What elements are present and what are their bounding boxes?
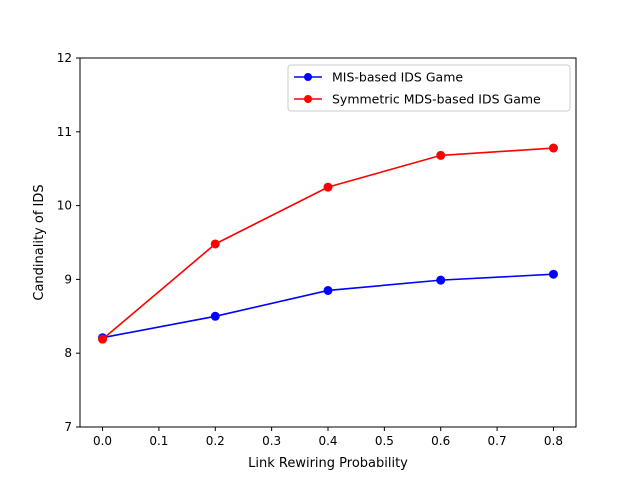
legend-box	[287, 64, 571, 112]
data-point	[436, 150, 446, 160]
data-point	[98, 334, 108, 344]
x-tick-label: 0.1	[149, 434, 168, 448]
x-axis: 0.0 0.1 0.2 0.3 0.4 0.5 0.6 0.7 0.8	[93, 427, 563, 448]
data-point	[210, 239, 220, 249]
x-tick-label: 0.5	[375, 434, 394, 448]
x-tick-label: 0.4	[318, 434, 337, 448]
y-axis: 7 8 9 10 11 12	[57, 51, 80, 434]
y-tick-label: 12	[57, 51, 72, 65]
y-tick-label: 11	[57, 125, 72, 139]
data-point	[323, 285, 333, 295]
legend: MIS-based IDS Game Symmetric MDS-based ID…	[287, 64, 571, 112]
data-point	[210, 311, 220, 321]
y-axis-label: Candinality of IDS	[32, 184, 47, 300]
data-point	[436, 275, 446, 285]
y-tick-label: 8	[64, 346, 72, 360]
x-tick-label: 0.7	[488, 434, 507, 448]
legend-label: MIS-based IDS Game	[332, 70, 463, 85]
axes-frame	[79, 57, 577, 428]
legend-label: Symmetric MDS-based IDS Game	[332, 92, 541, 107]
y-tick-label: 7	[64, 420, 72, 434]
x-tick-label: 0.0	[93, 434, 112, 448]
x-tick-label: 0.6	[431, 434, 450, 448]
legend-marker	[304, 73, 312, 81]
y-tick-label: 9	[64, 272, 72, 286]
x-tick-label: 0.3	[262, 434, 281, 448]
legend-marker	[304, 95, 312, 103]
data-point	[323, 182, 333, 192]
x-axis-label: Link Rewiring Probability	[248, 456, 408, 471]
x-tick-label: 0.8	[544, 434, 563, 448]
x-tick-label: 0.2	[206, 434, 225, 448]
series-layer	[98, 143, 558, 344]
data-point	[548, 143, 558, 153]
data-point	[548, 269, 558, 279]
y-tick-label: 10	[57, 199, 72, 213]
